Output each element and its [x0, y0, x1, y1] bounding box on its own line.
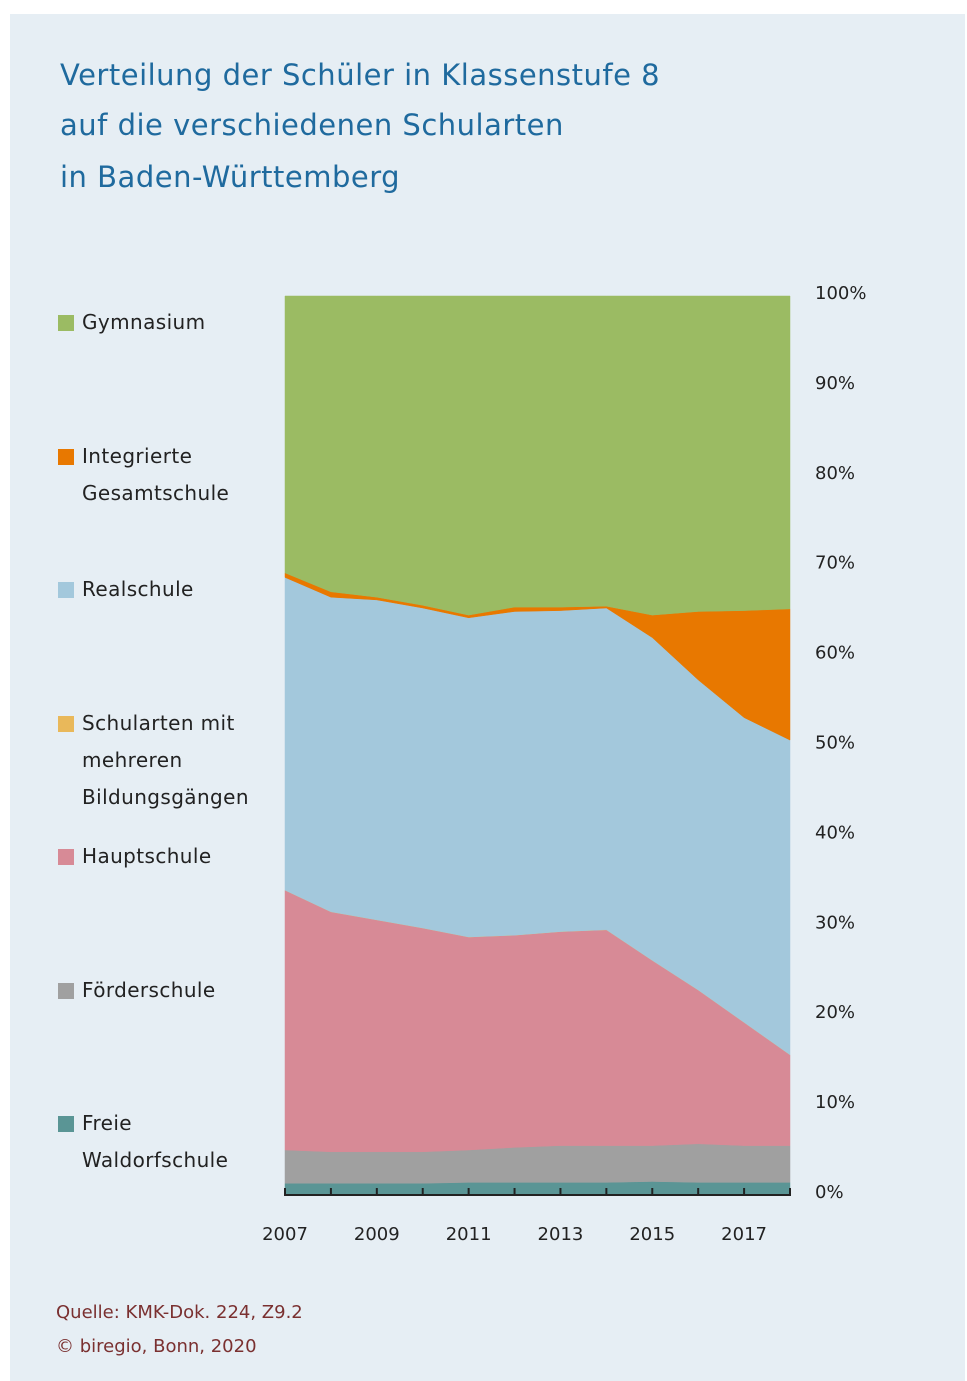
chart-title: auf die verschiedenen Schularten — [60, 108, 564, 142]
chart-title: in Baden-Württemberg — [60, 160, 401, 194]
y-tick-label: 10% — [815, 1092, 855, 1113]
y-tick-label: 90% — [815, 373, 855, 394]
y-tick-label: 50% — [815, 733, 855, 754]
y-tick-label: 80% — [815, 463, 855, 484]
legend-label: Integrierte Gesamtschule — [82, 443, 230, 505]
legend-item: Integrierte Gesamtschule — [58, 438, 258, 512]
legend-swatch — [58, 715, 74, 732]
legend-swatch — [58, 1116, 74, 1132]
legend-label: Freie Waldorfschule — [82, 1111, 229, 1172]
legend-swatch — [58, 849, 74, 865]
y-tick-label: 20% — [815, 1002, 855, 1023]
y-tick-label: 0% — [815, 1182, 844, 1203]
legend-label: Realschule — [82, 577, 194, 601]
legend-item: Realschule — [58, 571, 258, 608]
legend-label: Förderschule — [82, 977, 216, 1002]
legend-swatch — [58, 982, 74, 999]
x-tick-label: 2017 — [721, 1224, 767, 1245]
y-tick-label: 100% — [815, 283, 866, 304]
copyright: © biregio, Bonn, 2020 — [56, 1336, 257, 1357]
y-tick-label: 40% — [815, 822, 855, 843]
x-tick-label: 2009 — [354, 1224, 400, 1245]
y-tick-label: 70% — [815, 553, 855, 574]
legend-item: Hauptschule — [58, 838, 258, 875]
legend-label: Schularten mit mehreren Bildungsgängen — [82, 710, 249, 809]
y-tick-label: 60% — [815, 643, 855, 664]
x-tick-label: 2007 — [262, 1224, 308, 1245]
legend-item: Schularten mit mehreren Bildungsgängen — [58, 705, 258, 816]
chart-title: Verteilung der Schüler in Klassenstufe 8 — [60, 58, 661, 92]
legend-label: Gymnasium — [82, 310, 206, 334]
legend-item: Förderschule — [58, 972, 258, 1009]
x-tick-label: 2011 — [446, 1224, 492, 1245]
source: Quelle: KMK-Dok. 224, Z9.2 — [56, 1302, 303, 1323]
legend-swatch — [58, 582, 74, 598]
area — [284, 295, 791, 616]
x-tick-label: 2013 — [538, 1224, 584, 1245]
legend-item: Freie Waldorfschule — [58, 1105, 258, 1179]
x-tick-label: 2015 — [629, 1224, 675, 1245]
legend-swatch — [58, 448, 74, 465]
legend-swatch — [58, 315, 74, 331]
legend-label: Hauptschule — [82, 844, 212, 868]
legend-item: Gymnasium — [58, 304, 258, 341]
y-tick-label: 30% — [815, 912, 855, 933]
